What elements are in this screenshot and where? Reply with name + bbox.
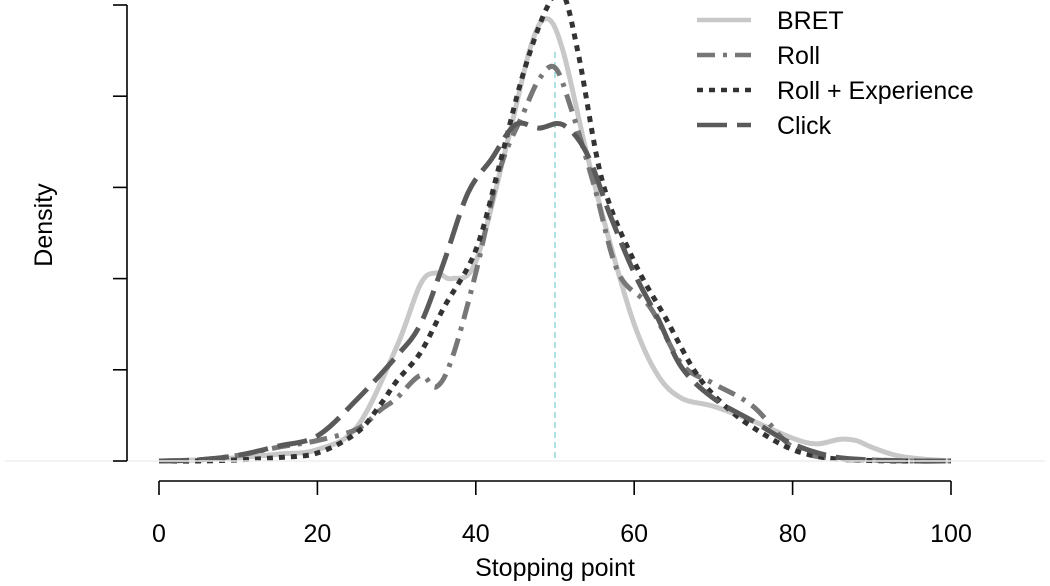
series-line-roll — [158, 63, 952, 464]
x-tick-label: 60 — [620, 520, 648, 548]
x-tick-label: 40 — [462, 520, 490, 548]
legend-label-roll: Roll — [777, 42, 820, 70]
plot-area — [158, 0, 952, 464]
legend-label-roll-experience: Roll + Experience — [777, 77, 974, 105]
series-line-roll-experience — [158, 0, 951, 464]
x-tick-label: 80 — [779, 520, 807, 548]
legend-label-bret: BRET — [777, 7, 844, 35]
x-axis-title: Stopping point — [475, 554, 635, 582]
series-line-click — [158, 120, 952, 464]
legend: BRET Roll Roll + Experience Click — [697, 7, 974, 140]
x-tick-label: 0 — [152, 520, 166, 548]
legend-label-click: Click — [777, 112, 832, 140]
axes: 0 20 40 60 80 100 — [5, 4, 1045, 548]
y-axis-title: Density — [30, 183, 58, 267]
x-tick-label: 100 — [930, 520, 972, 548]
x-tick-label: 20 — [303, 520, 331, 548]
